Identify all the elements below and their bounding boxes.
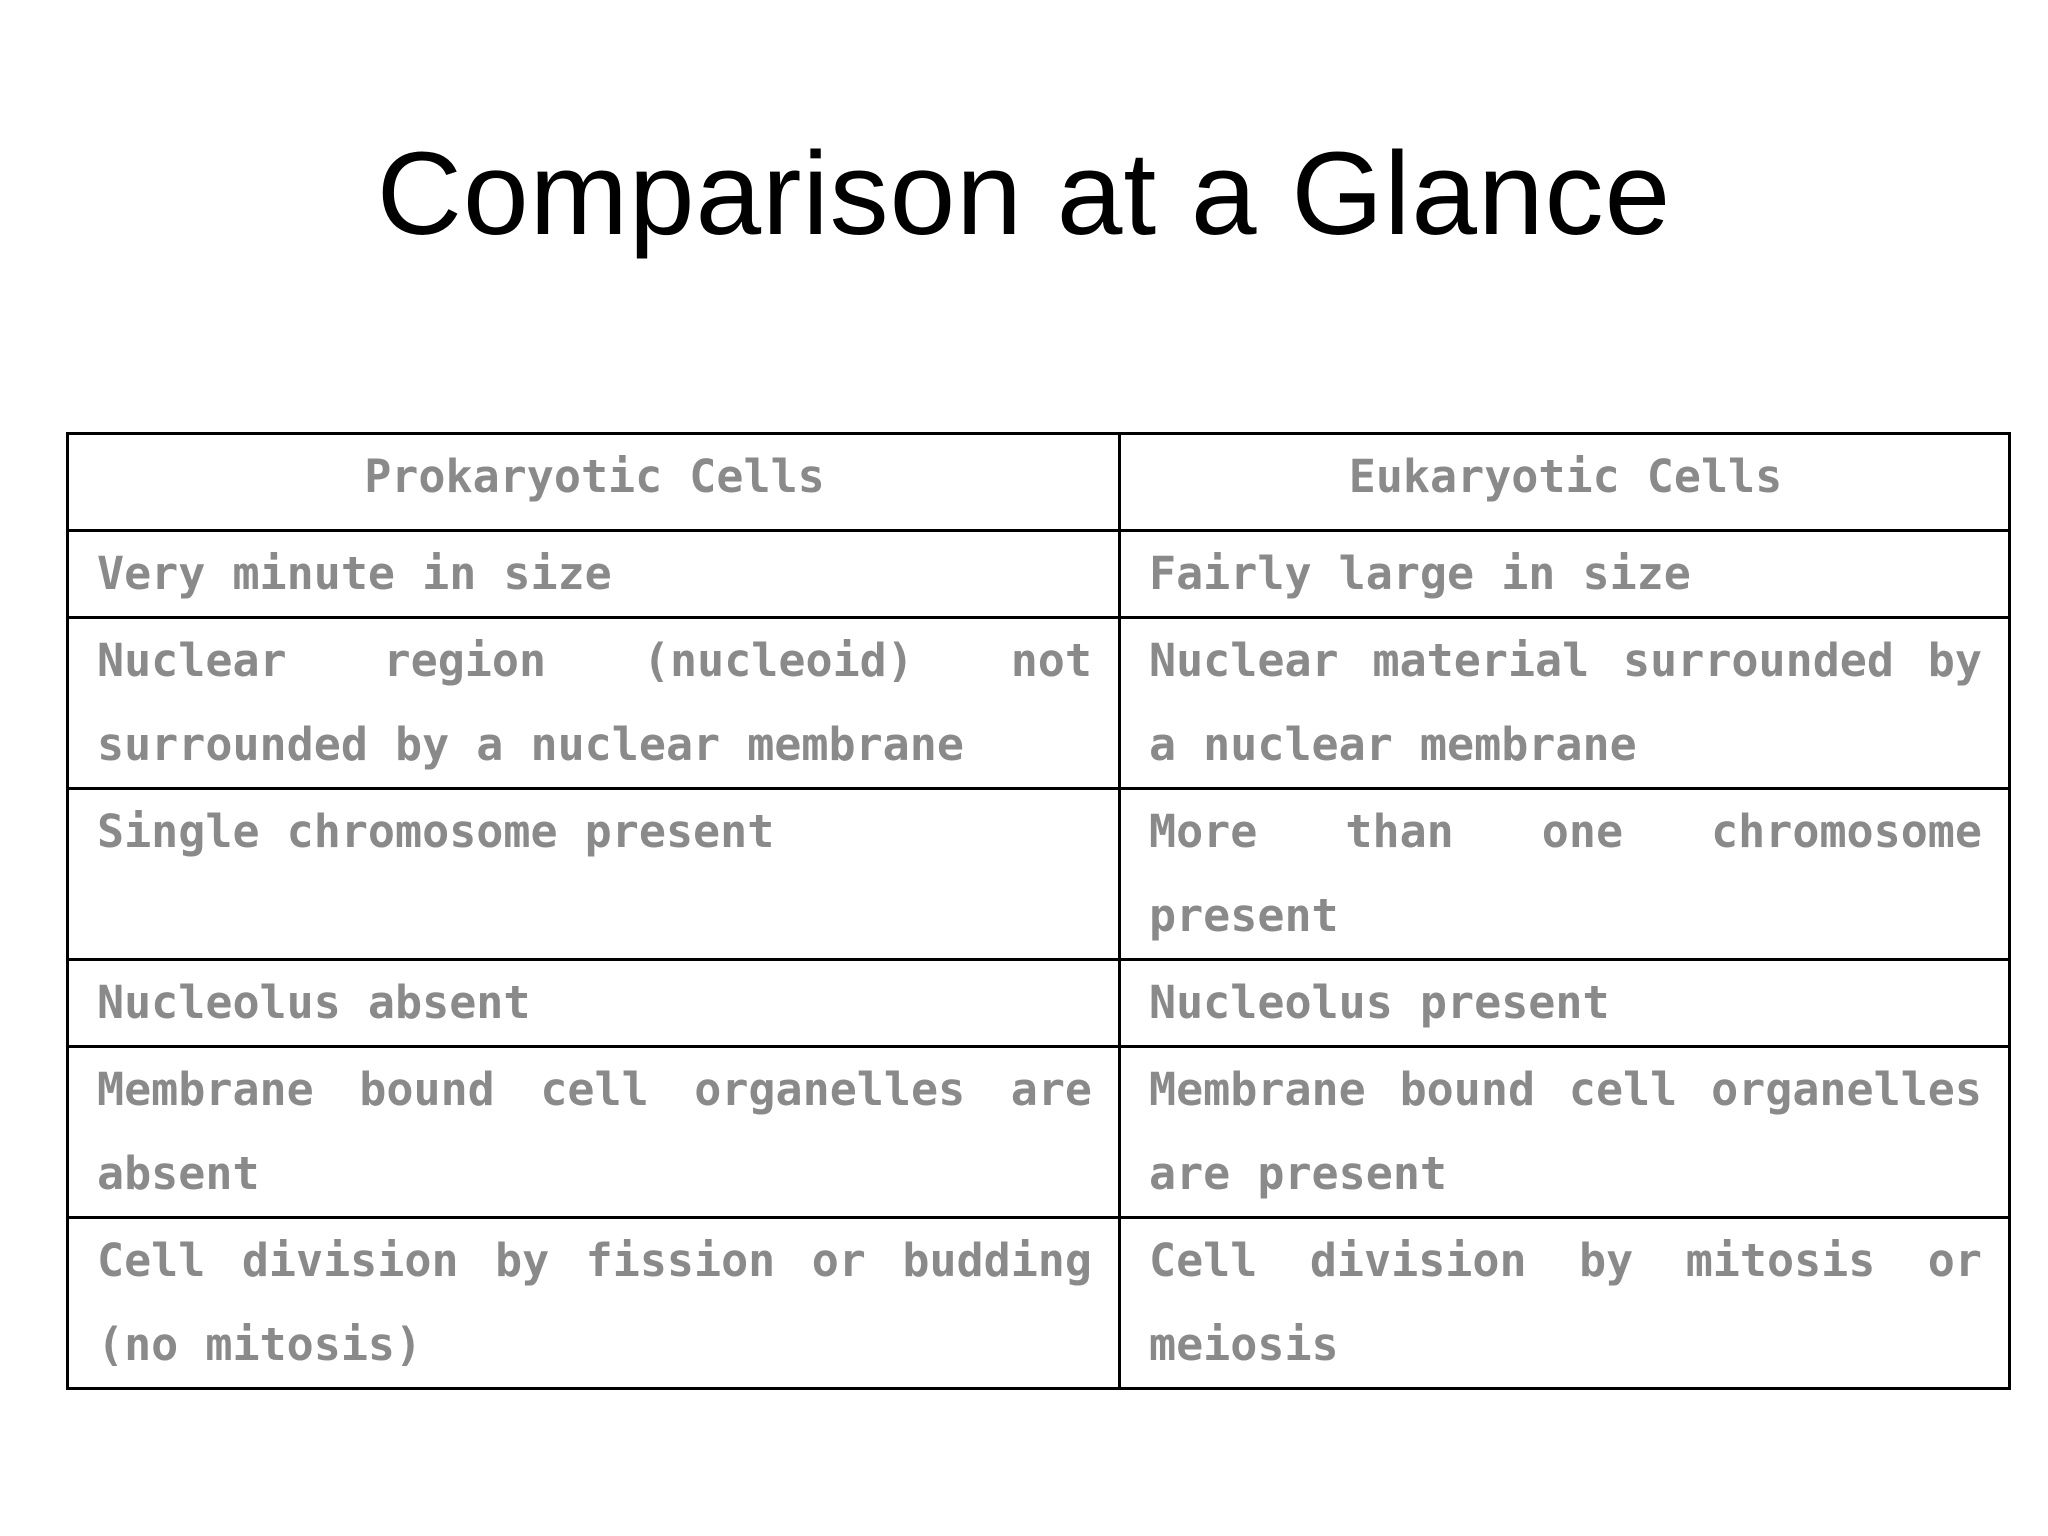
eukaryotic-cell: Nuclear material surrounded by a nuclear… [1118,616,2011,790]
slide-title: Comparison at a Glance [376,128,1672,260]
table-row: Very minute in size Fairly large in size [66,529,2011,619]
table-row: Cell division by fission or budding (no … [66,1216,2011,1390]
eukaryotic-cell: More than one chromosome present [1118,787,2011,961]
prokaryotic-cell: Cell division by fission or budding (no … [66,1216,1121,1390]
eukaryotic-cell: Cell division by mitosis or meiosis [1118,1216,2011,1390]
prokaryotic-cell: Single chromosome present [66,787,1121,961]
eukaryotic-cell: Fairly large in size [1118,529,2011,619]
prokaryotic-cell: Nuclear region (nucleoid) not surrounded… [66,616,1121,790]
table-row: Single chromosome present More than one … [66,787,2011,961]
header-prokaryotic: Prokaryotic Cells [66,432,1121,532]
table-row: Nuclear region (nucleoid) not surrounded… [66,616,2011,790]
eukaryotic-cell: Membrane bound cell organelles are prese… [1118,1045,2011,1219]
prokaryotic-cell: Very minute in size [66,529,1121,619]
comparison-table: Prokaryotic Cells Eukaryotic Cells Very … [66,432,2011,1390]
prokaryotic-cell: Membrane bound cell organelles are absen… [66,1045,1121,1219]
table-row: Membrane bound cell organelles are absen… [66,1045,2011,1219]
eukaryotic-cell: Nucleolus present [1118,958,2011,1048]
header-eukaryotic: Eukaryotic Cells [1118,432,2011,532]
prokaryotic-cell: Nucleolus absent [66,958,1121,1048]
table-row: Nucleolus absent Nucleolus present [66,958,2011,1048]
table-header-row: Prokaryotic Cells Eukaryotic Cells [66,432,2011,532]
